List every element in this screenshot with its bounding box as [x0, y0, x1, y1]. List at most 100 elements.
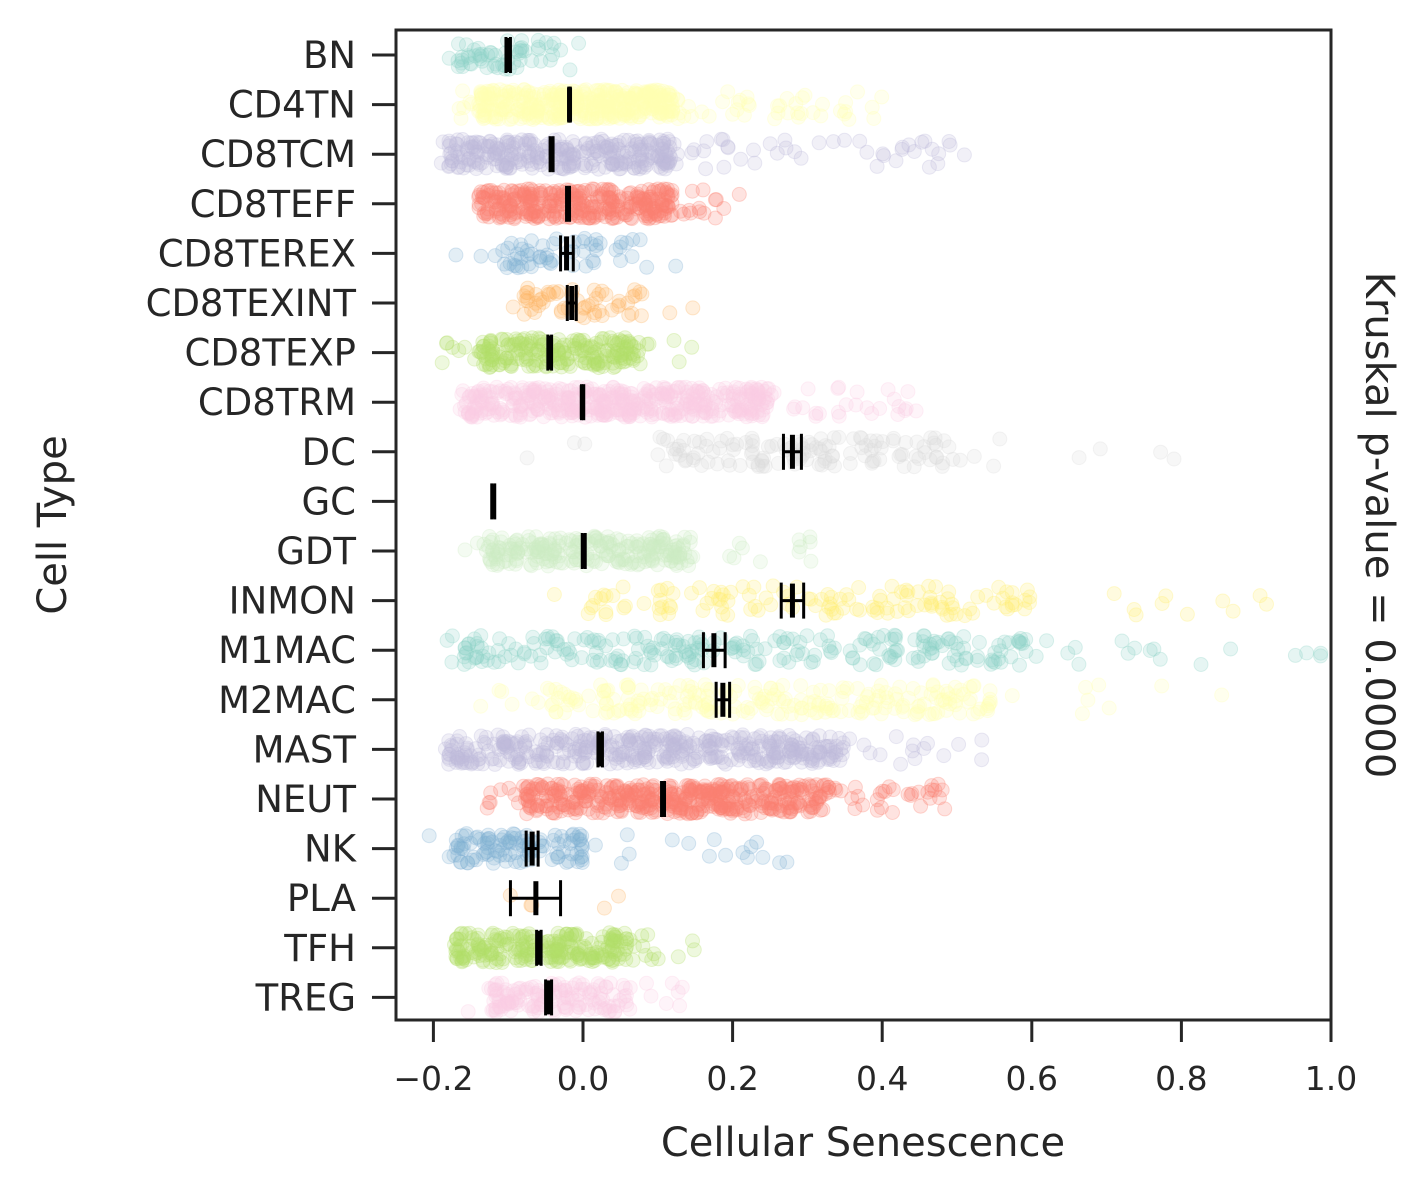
data-point: [501, 84, 517, 100]
data-point: [862, 745, 878, 761]
data-point: [664, 832, 680, 848]
data-point: [505, 82, 521, 98]
data-point: [854, 440, 870, 456]
data-point: [531, 100, 547, 116]
data-point: [859, 144, 875, 160]
data-point: [586, 95, 602, 110]
data-point: [576, 632, 592, 648]
x-tick-label: 0.4: [856, 1059, 908, 1098]
data-point: [615, 579, 631, 595]
data-point: [603, 746, 619, 762]
data-point: [470, 936, 486, 952]
data-point: [499, 332, 515, 347]
data-point: [517, 101, 532, 117]
data-point: [692, 580, 707, 596]
data-point: [474, 46, 490, 62]
data-point: [524, 53, 540, 69]
data-point: [591, 100, 607, 116]
data-point: [603, 150, 619, 166]
data-point: [456, 100, 472, 116]
data-point: [684, 339, 700, 355]
data-point: [599, 96, 615, 112]
data-point: [461, 49, 476, 65]
data-point: [590, 110, 606, 126]
y-tick-label: NK: [304, 828, 358, 871]
data-point: [630, 133, 646, 149]
data-point: [498, 88, 514, 104]
data-point: [483, 138, 498, 154]
data-point: [805, 105, 821, 121]
data-point: [681, 202, 697, 218]
data-point: [628, 87, 643, 103]
data-point: [731, 186, 747, 202]
data-point: [448, 247, 464, 263]
data-point: [881, 648, 897, 664]
data-point: [1106, 586, 1122, 602]
data-point: [758, 590, 774, 606]
data-point: [511, 45, 527, 61]
y-tick-label: BN: [303, 34, 356, 77]
data-point: [697, 677, 713, 693]
data-point: [562, 62, 578, 78]
data-point: [471, 47, 487, 63]
data-point: [565, 333, 581, 349]
data-point: [483, 97, 499, 113]
data-point: [1004, 585, 1020, 601]
data-point: [611, 135, 627, 151]
data-point: [487, 47, 503, 63]
data-point: [483, 90, 499, 106]
data-point: [535, 107, 551, 123]
data-point: [769, 753, 785, 769]
data-point: [486, 58, 502, 74]
data-point: [651, 91, 667, 107]
data-point: [760, 439, 776, 455]
data-point: [530, 41, 546, 57]
data-point: [657, 89, 673, 105]
data-point: [474, 108, 490, 124]
data-point: [610, 335, 626, 351]
data-point: [644, 952, 660, 967]
data-point: [573, 107, 589, 123]
data-point: [850, 84, 865, 100]
data-point: [797, 87, 813, 103]
data-point: [668, 648, 684, 664]
data-point: [455, 383, 471, 399]
data-point: [662, 305, 678, 321]
data-point: [791, 109, 806, 125]
data-point: [1153, 444, 1169, 460]
data-point: [624, 96, 640, 112]
data-point: [823, 645, 839, 661]
data-point: [454, 52, 470, 68]
x-axis: −0.2 0.0 0.2 0.4 0.6 0.8 1.0: [393, 1020, 1357, 1098]
data-point: [631, 109, 646, 125]
data-point: [1259, 596, 1274, 612]
data-point: [505, 299, 521, 315]
data-point: [770, 105, 786, 121]
data-point: [570, 999, 586, 1015]
data-point: [653, 160, 669, 176]
data-point: [1071, 656, 1087, 672]
data-point: [622, 90, 638, 106]
data-point: [564, 986, 580, 1002]
data-point: [482, 551, 498, 567]
x-tick-label: 0.2: [706, 1059, 758, 1098]
data-point: [613, 855, 629, 871]
data-point: [660, 85, 676, 100]
data-point: [457, 542, 473, 558]
data-point: [650, 447, 666, 463]
data-point: [803, 553, 819, 569]
data-point: [549, 87, 565, 102]
data-point: [525, 86, 541, 102]
data-point: [523, 95, 539, 111]
data-point: [664, 97, 680, 113]
data-point: [815, 96, 830, 112]
data-point: [720, 84, 736, 100]
data-point: [517, 43, 533, 59]
data-point: [469, 649, 485, 665]
data-point: [529, 104, 545, 120]
data-point: [551, 110, 567, 126]
data-point: [539, 554, 554, 570]
data-point: [478, 98, 494, 114]
data-point: [676, 108, 692, 124]
data-point: [1071, 450, 1087, 466]
